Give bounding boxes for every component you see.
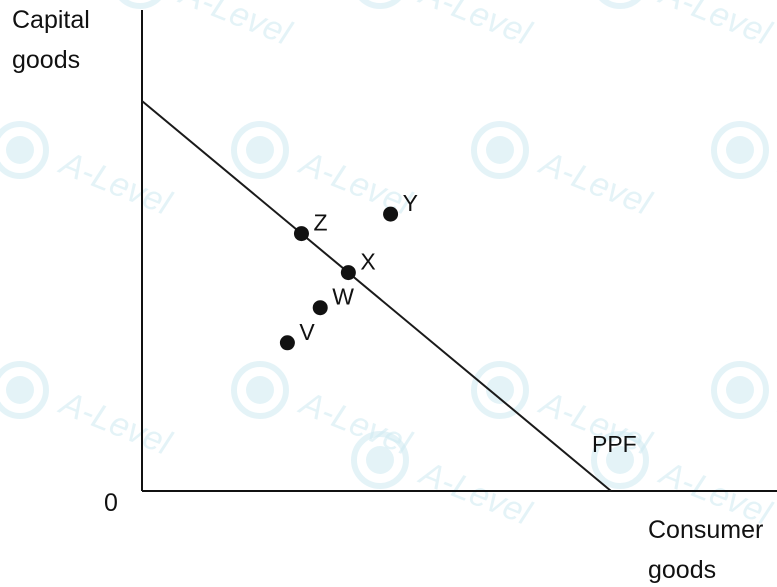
point-z <box>293 226 309 242</box>
svg-text:A-Level: A-Level <box>293 143 417 223</box>
ppf-label: PPF <box>592 431 637 457</box>
point-label-x: X <box>360 249 375 275</box>
watermark-logo: A-Level <box>599 0 777 53</box>
watermark-logo: A-Level <box>351 431 537 533</box>
data-points: Z X Y WV <box>279 190 418 351</box>
point-y <box>383 206 399 222</box>
point-x <box>340 265 356 281</box>
svg-text:A-Level: A-Level <box>413 453 537 533</box>
watermark-logo: A-Level <box>711 361 777 463</box>
point-w <box>312 300 328 316</box>
svg-text:A-Level: A-Level <box>53 383 177 463</box>
watermark-logo: A-Level <box>231 361 417 463</box>
point-label-v: V <box>299 319 315 345</box>
point-label-y: Y <box>403 190 418 216</box>
svg-text:A-Level: A-Level <box>773 143 777 223</box>
watermark-logo: A-Level <box>471 121 657 223</box>
watermark-logo: A-Level <box>0 361 177 463</box>
svg-text:A-Level: A-Level <box>413 0 537 53</box>
watermark-logo: A-Level <box>0 121 177 223</box>
svg-text:A-Level: A-Level <box>173 0 297 53</box>
svg-text:A-Level: A-Level <box>533 143 657 223</box>
watermark-logo: A-Level <box>711 121 777 223</box>
origin-label: 0 <box>104 489 118 517</box>
point-v <box>279 335 295 351</box>
x-axis-title-line-1: Consumer <box>648 516 763 544</box>
ppf-curve <box>141 100 612 492</box>
point-label-w: W <box>332 284 354 310</box>
watermark-logo: A-Level <box>359 0 537 53</box>
y-axis-title-line-1: Capital <box>12 6 90 34</box>
point-label-z: Z <box>313 210 327 236</box>
svg-text:A-Level: A-Level <box>53 143 177 223</box>
svg-text:A-Level: A-Level <box>653 0 777 53</box>
y-axis-title-line-2: goods <box>12 46 80 74</box>
svg-text:A-Level: A-Level <box>773 383 777 463</box>
x-axis-title-line-2: goods <box>648 556 716 584</box>
